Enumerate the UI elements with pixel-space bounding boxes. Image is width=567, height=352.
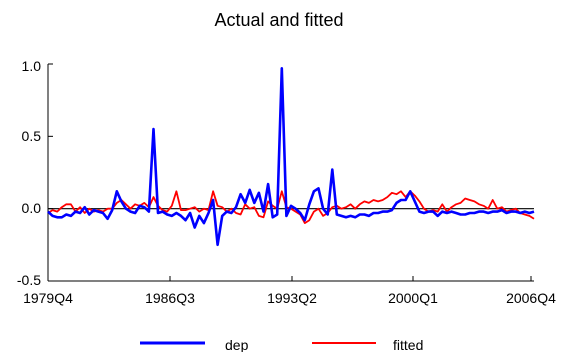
legend-label-fitted: fitted	[393, 337, 423, 352]
series-lines	[47, 67, 535, 247]
y-tick-label-1: 1.0	[22, 58, 42, 74]
y-tick-label-0: 0.0	[22, 200, 42, 216]
legend: dep fitted	[140, 337, 423, 352]
x-tick-label-1993q2: 1993Q2	[267, 290, 317, 306]
legend-label-dep: dep	[225, 337, 249, 352]
y-tick-label-neg05: -0.5	[17, 272, 41, 288]
x-tick-label-1986q3: 1986Q3	[145, 290, 195, 306]
series-line-dep	[47, 67, 535, 247]
x-tick-label-2000q1: 2000Q1	[388, 290, 438, 306]
axes	[47, 63, 534, 282]
y-tick-label-05: 0.5	[22, 128, 42, 144]
x-axis: 1979Q4 1986Q3 1993Q2 2000Q1 2006Q4	[23, 290, 556, 306]
y-axis: 1.0 0.5 0.0 -0.5	[17, 58, 41, 288]
x-tick-label-2006q4: 2006Q4	[506, 290, 556, 306]
chart-title: Actual and fitted	[214, 10, 343, 30]
x-tick-label-1979q4: 1979Q4	[23, 290, 73, 306]
